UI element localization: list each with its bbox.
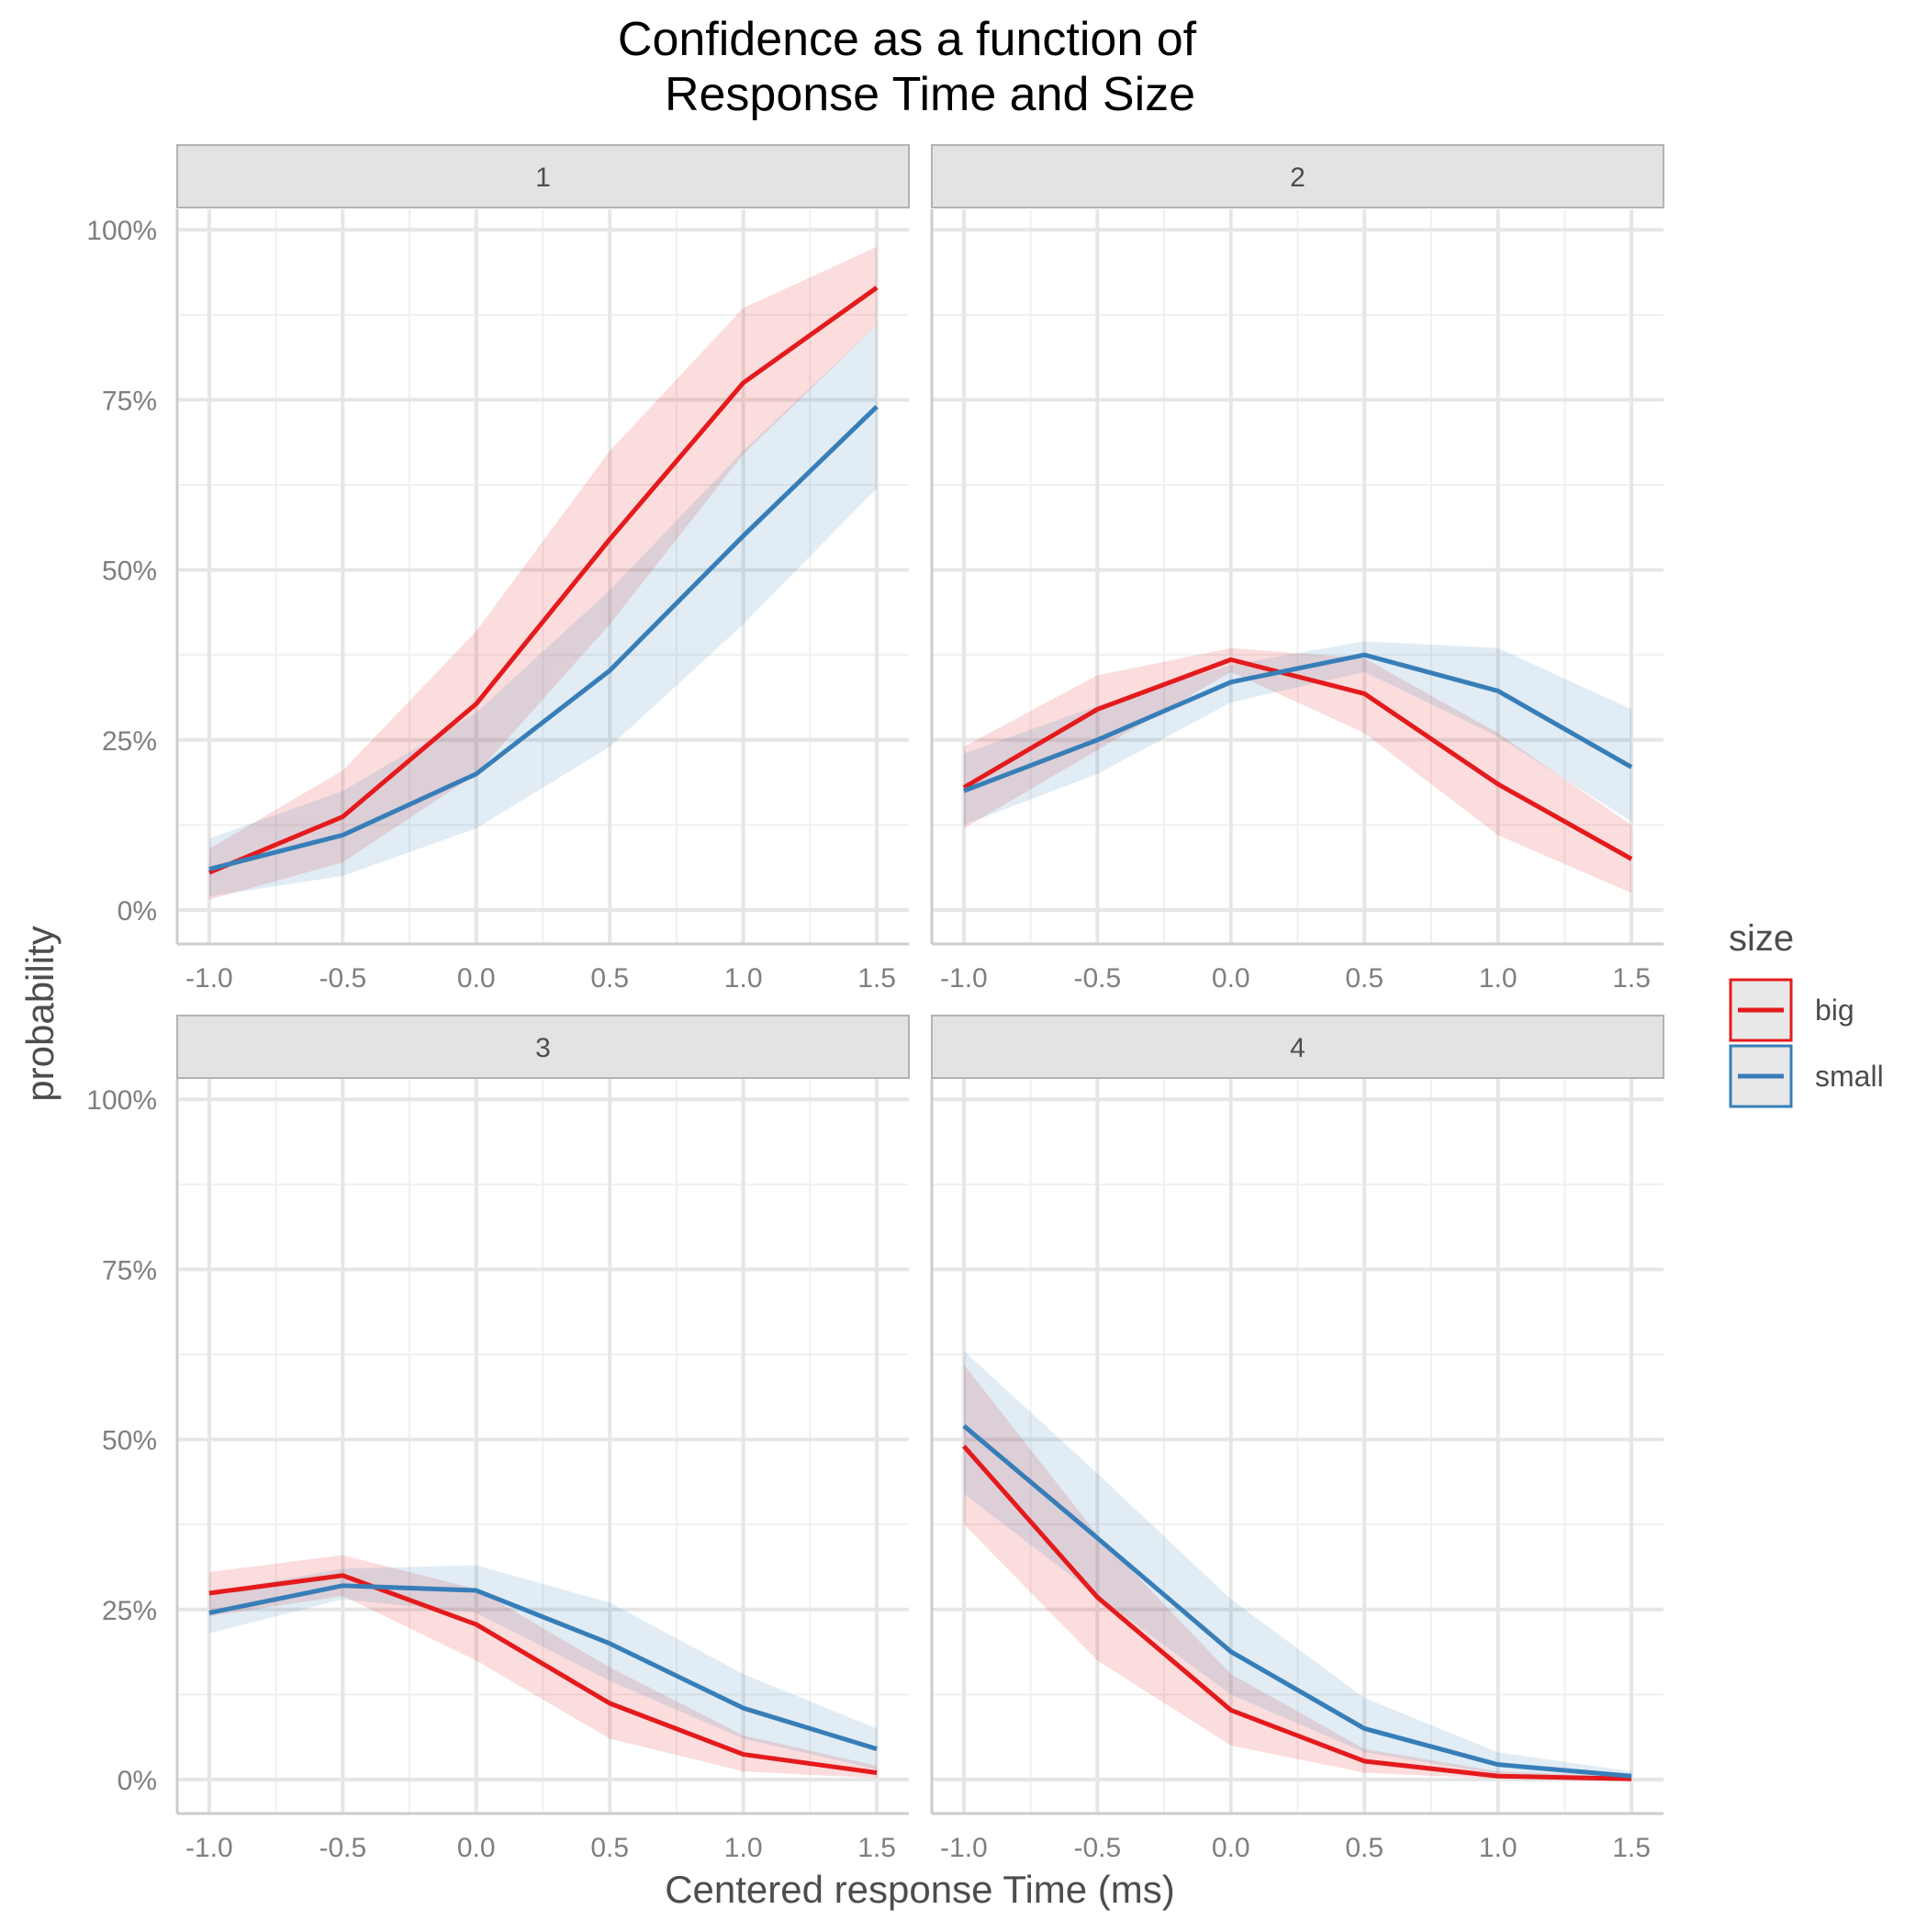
confidence-band-small bbox=[963, 1351, 1632, 1780]
legend-label-small: small bbox=[1815, 1060, 1884, 1093]
x-tick-label: -1.0 bbox=[940, 963, 988, 994]
facet-strip-label: 4 bbox=[1290, 1033, 1305, 1063]
y-tick-label: 75% bbox=[102, 386, 157, 416]
legend: size big small bbox=[1729, 918, 1884, 1108]
facet-panel-2: 2 -1.0 -0.5 0.0 0.5 1.0 1.5 bbox=[930, 144, 1664, 994]
x-tick-label: 1.5 bbox=[857, 1833, 896, 1863]
facet-panels: 1 -1.0 -0.5 0.0 0.5 1.0 1.5 0% 25% 50% 75% 100% 2 -1.… bbox=[86, 144, 1664, 1863]
x-tick-label: 1.0 bbox=[724, 1833, 763, 1863]
series-line-small bbox=[208, 405, 879, 871]
series-line-big bbox=[962, 657, 1633, 861]
x-tick-label: 0.5 bbox=[1345, 963, 1384, 994]
x-tick-label: -1.0 bbox=[185, 1833, 233, 1863]
y-tick-label: 25% bbox=[102, 726, 157, 757]
x-tick-label: -0.5 bbox=[1073, 1833, 1121, 1863]
series-line-big bbox=[962, 1444, 1632, 1781]
facet-strip bbox=[931, 144, 1664, 208]
facet-strip bbox=[176, 1015, 910, 1079]
confidence-band-big bbox=[963, 1365, 1632, 1780]
confidence-band-small bbox=[963, 641, 1632, 826]
confidence-band-big bbox=[963, 647, 1632, 893]
series-line-small bbox=[963, 652, 1633, 793]
y-tick-label: 50% bbox=[102, 1426, 157, 1456]
x-tick-label: 0.0 bbox=[1212, 963, 1250, 994]
y-tick-label: 25% bbox=[102, 1596, 157, 1626]
legend-entry-big: big bbox=[1729, 978, 1854, 1042]
facet-panel-4: 4 -1.0 -0.5 0.0 0.5 1.0 1.5 bbox=[930, 1015, 1664, 1863]
legend-title: size bbox=[1729, 918, 1794, 959]
x-tick-label: -0.5 bbox=[319, 1833, 366, 1863]
x-tick-label: 1.0 bbox=[1479, 963, 1518, 994]
x-tick-label: 1.0 bbox=[724, 963, 763, 994]
x-tick-label: 0.5 bbox=[590, 1833, 629, 1863]
series-line-big bbox=[208, 1573, 878, 1776]
confidence-band-small bbox=[208, 1565, 878, 1769]
confidence-band-small bbox=[208, 324, 878, 897]
facet-strip-label: 2 bbox=[1290, 163, 1305, 193]
x-tick-label: -0.5 bbox=[319, 963, 366, 994]
y-tick-label: 100% bbox=[86, 1085, 157, 1116]
legend-label-big: big bbox=[1815, 994, 1854, 1027]
x-tick-label: -1.0 bbox=[940, 1833, 988, 1863]
x-tick-label: -1.0 bbox=[185, 963, 233, 994]
x-tick-label: 1.5 bbox=[1612, 963, 1651, 994]
facet-strip bbox=[931, 1015, 1664, 1079]
x-tick-label: 1.5 bbox=[1612, 1833, 1651, 1863]
x-tick-label: 0.5 bbox=[1345, 1833, 1384, 1863]
series-line-big bbox=[207, 286, 879, 875]
y-axis-title: probability bbox=[18, 926, 62, 1101]
y-tick-label: 75% bbox=[102, 1255, 157, 1286]
x-tick-label: 1.5 bbox=[857, 963, 896, 994]
x-axis-title: Centered response Time (ms) bbox=[665, 1868, 1175, 1911]
facet-strip-label: 1 bbox=[535, 163, 551, 193]
y-tick-label: 0% bbox=[118, 896, 157, 927]
series-line-small bbox=[208, 1583, 878, 1752]
x-tick-label: 0.0 bbox=[1212, 1833, 1250, 1863]
x-tick-label: 0.0 bbox=[457, 963, 496, 994]
y-tick-label: 100% bbox=[86, 216, 157, 246]
series-line-small bbox=[962, 1423, 1632, 1779]
y-tick-label: 0% bbox=[118, 1766, 157, 1796]
x-tick-label: 1.0 bbox=[1479, 1833, 1518, 1863]
chart-title-line-1: Confidence as a function of bbox=[618, 13, 1197, 66]
chart-title-line-2: Response Time and Size bbox=[665, 68, 1195, 121]
x-tick-label: 0.5 bbox=[590, 963, 629, 994]
confidence-band-big bbox=[208, 246, 878, 900]
facet-strip bbox=[176, 144, 910, 208]
confidence-band-big bbox=[208, 1555, 878, 1779]
facet-panel-3: 3 -1.0 -0.5 0.0 0.5 1.0 1.5 0% 25% 50% 75% 100% bbox=[86, 1015, 910, 1863]
facet-panel-1: 1 -1.0 -0.5 0.0 0.5 1.0 1.5 0% 25% 50% 75% 100% bbox=[86, 144, 910, 994]
x-tick-label: 0.0 bbox=[457, 1833, 496, 1863]
facet-strip-label: 3 bbox=[535, 1033, 551, 1063]
y-tick-label: 50% bbox=[102, 556, 157, 587]
x-tick-label: -0.5 bbox=[1073, 963, 1121, 994]
legend-entry-small: small bbox=[1729, 1044, 1884, 1108]
